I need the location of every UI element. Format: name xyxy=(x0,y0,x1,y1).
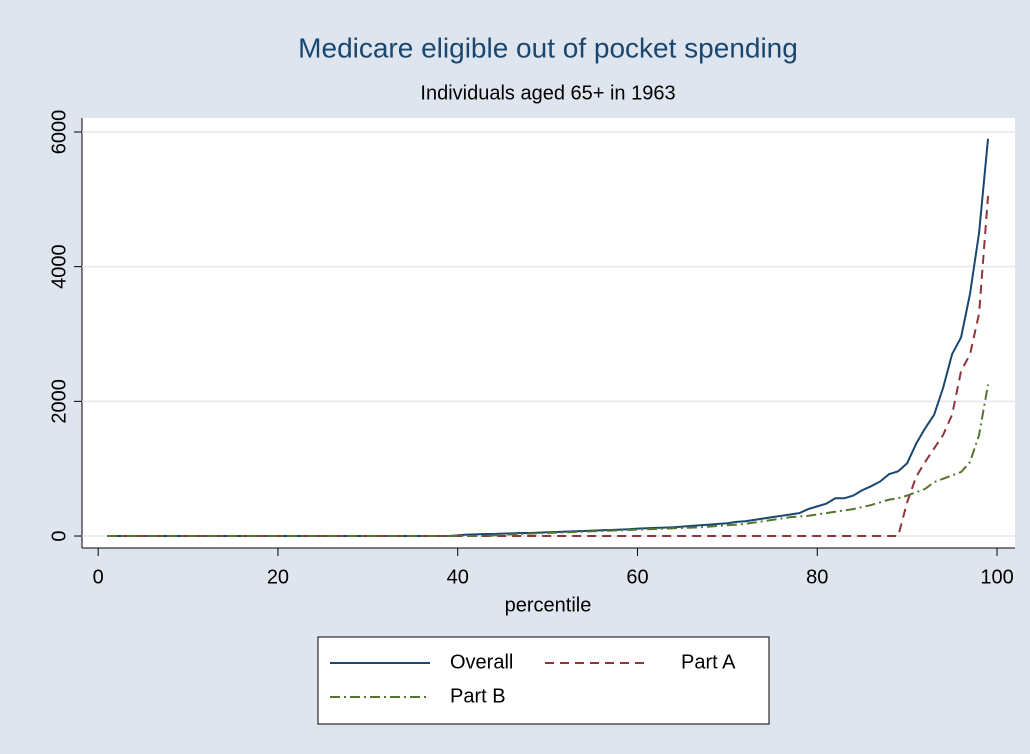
y-tick-label: 0 xyxy=(48,530,70,541)
chart-title: Medicare eligible out of pocket spending xyxy=(298,32,798,63)
legend-label: Part A xyxy=(681,651,736,673)
y-tick-label: 4000 xyxy=(48,244,70,289)
legend xyxy=(317,636,770,725)
x-tick-label: 0 xyxy=(93,566,104,588)
chart-subtitle: Individuals aged 65+ in 1963 xyxy=(420,82,675,104)
y-tick-label: 2000 xyxy=(48,379,70,424)
legend-label: Part B xyxy=(450,685,506,707)
y-tick-label: 6000 xyxy=(48,110,70,155)
x-tick-label: 100 xyxy=(980,566,1013,588)
series-line xyxy=(107,195,990,538)
plot-area xyxy=(82,118,1015,548)
x-tick-label: 40 xyxy=(447,566,469,588)
x-axis-label: percentile xyxy=(505,594,592,616)
x-tick-label: 60 xyxy=(626,566,648,588)
legend-label: Overall xyxy=(450,651,513,673)
x-tick-label: 20 xyxy=(267,566,289,588)
x-tick-label: 80 xyxy=(806,566,828,588)
series-line xyxy=(107,384,990,538)
